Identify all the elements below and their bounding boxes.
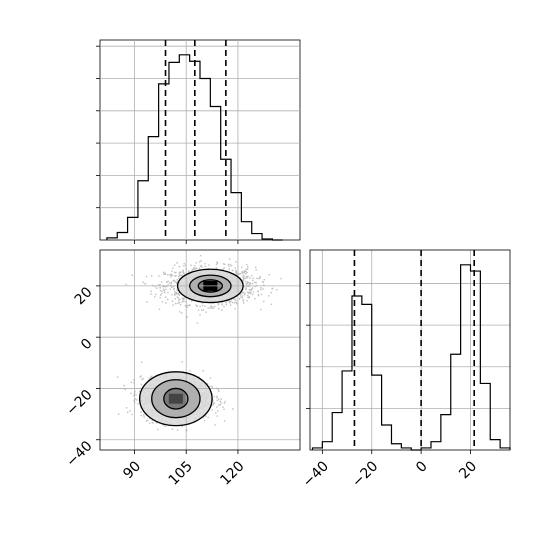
right-xtick-label-0: −40 bbox=[300, 458, 332, 490]
scatter-contours bbox=[139, 268, 244, 427]
scatter-xtick-label-1: 105 bbox=[166, 458, 196, 488]
top-gridlines bbox=[100, 40, 300, 240]
density-peak-1 bbox=[168, 393, 183, 404]
contour-0-0 bbox=[176, 268, 244, 304]
top-histogram-outline bbox=[106, 54, 283, 241]
panel-scatter-frame bbox=[99, 249, 301, 451]
panel-top-histogram bbox=[96, 39, 301, 244]
scatter-ytick-label-2: 0 bbox=[78, 336, 96, 354]
scatter-gridlines bbox=[100, 250, 300, 450]
panel-right-frame bbox=[309, 249, 511, 451]
contour-1-0 bbox=[139, 371, 213, 427]
scatter-tick-marks bbox=[96, 285, 239, 454]
panel-top-frame bbox=[99, 39, 301, 241]
scatter-x-tick-labels: 90 105 120 bbox=[120, 458, 247, 488]
right-xtick-label-1: −20 bbox=[349, 458, 381, 490]
panel-scatter: 90 105 120 −40 −20 0 20 bbox=[63, 249, 301, 489]
contour-1-2 bbox=[163, 387, 189, 410]
panel-right-histogram: −40 −20 0 20 bbox=[300, 249, 511, 491]
top-quantile-lines bbox=[164, 40, 227, 240]
right-tick-marks bbox=[306, 283, 471, 454]
right-x-tick-labels: −40 −20 0 20 bbox=[300, 458, 480, 490]
scatter-ytick-label-3: 20 bbox=[72, 284, 96, 308]
right-histogram-outline bbox=[311, 264, 511, 451]
top-tick-marks bbox=[96, 45, 239, 244]
scatter-y-tick-labels: −40 −20 0 20 bbox=[63, 284, 95, 470]
right-xtick-label-2: 0 bbox=[413, 458, 431, 476]
right-xtick-label-3: 20 bbox=[456, 458, 480, 482]
scatter-ytick-label-0: −40 bbox=[63, 438, 95, 470]
right-gridlines bbox=[310, 250, 510, 450]
right-quantile-lines bbox=[353, 250, 475, 450]
scatter-ytick-label-1: −20 bbox=[63, 387, 95, 419]
scatter-xtick-label-2: 120 bbox=[217, 458, 247, 488]
scatter-xtick-label-0: 90 bbox=[120, 458, 144, 482]
contour-1-1 bbox=[151, 379, 201, 419]
contour-0-2 bbox=[197, 279, 224, 293]
contour-0-1 bbox=[189, 274, 232, 298]
